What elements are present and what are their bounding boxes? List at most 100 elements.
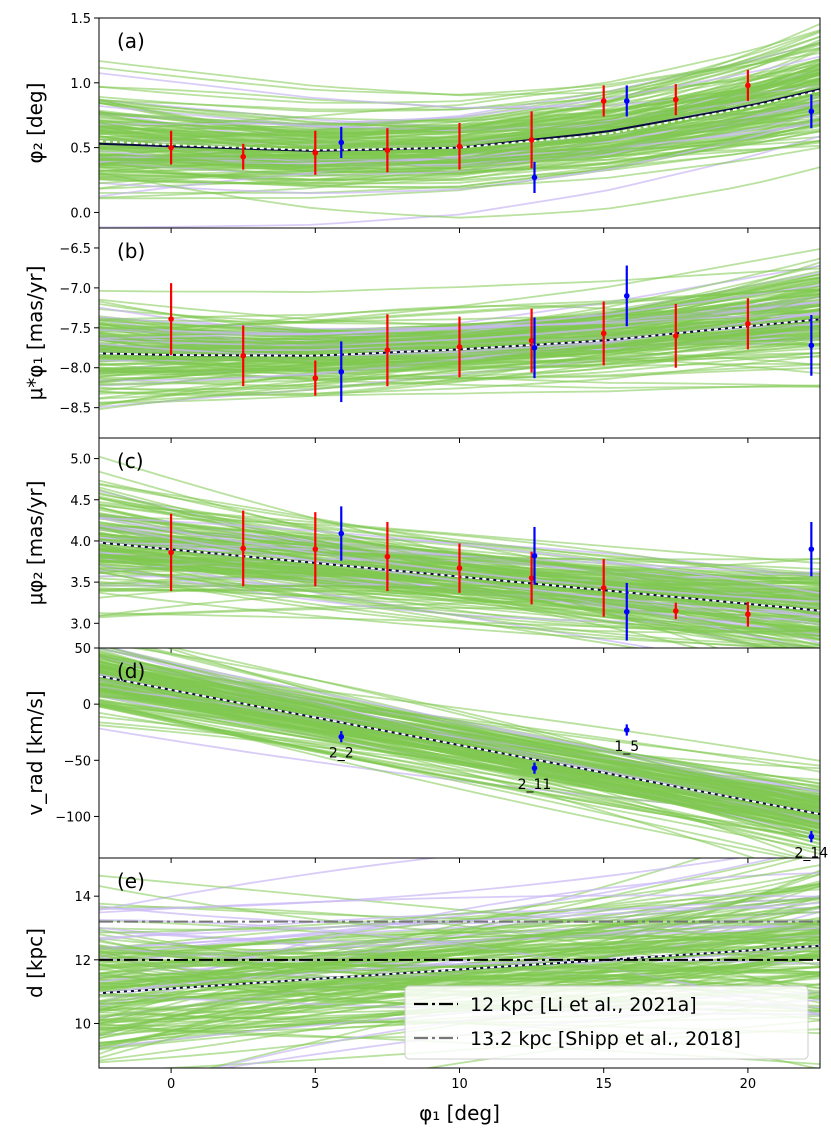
y-tick-label: 10 (74, 1017, 91, 1032)
ensemble-curve (99, 568, 820, 634)
ensemble-curve (99, 858, 442, 911)
ensemble-curve (99, 671, 820, 801)
ensemble-curve (99, 146, 820, 189)
ensemble-curve (99, 687, 820, 834)
y-tick-label: 3.0 (70, 617, 91, 632)
data-point-red (673, 608, 679, 614)
panel-b: −6.5 −7.0 −7.5 −8.0 −8.5 (b) μ*φ₁ [mas/yr] (23, 227, 821, 443)
y-axis-label: d [kpc] (23, 928, 47, 998)
data-point-red (384, 347, 391, 353)
data-point-blue (531, 552, 538, 559)
data-point-blue (531, 174, 538, 181)
ensemble-curve (99, 906, 820, 1004)
x-tick-label: 20 (740, 1077, 757, 1092)
data-point-red (456, 143, 463, 150)
ensemble-curve (99, 591, 820, 648)
y-tick-label: 4.0 (70, 535, 91, 550)
ensemble-curve (99, 166, 820, 219)
data-point-red (528, 137, 535, 143)
ensemble-curve (99, 665, 820, 767)
data-point-red (312, 375, 319, 381)
ensemble-curve (99, 135, 820, 228)
ensemble-curve (99, 858, 780, 949)
legend-box (404, 985, 809, 1060)
data-point-blue (531, 765, 538, 771)
point-annotation: 1_5 (614, 739, 639, 755)
data-point-red (168, 144, 174, 151)
data-point-red (600, 330, 607, 337)
data-point-blue (808, 108, 815, 115)
ensemble-curve (99, 669, 820, 821)
data-point-red (384, 553, 391, 560)
data-point-red (673, 96, 679, 103)
ensemble-curve (99, 894, 820, 914)
ensemble-curve (99, 922, 820, 958)
ensemble-curve (99, 928, 820, 974)
y-tick-label: 12 (74, 954, 91, 969)
y-tick-label: 3.5 (70, 576, 91, 591)
panel-c: 3.0 3.5 4.0 4.5 5.0 (c) μφ₂ [mas/yr] (23, 437, 821, 653)
data-point-blue (808, 546, 815, 552)
panel-a: 0.0 0.5 1.0 1.5 (a) φ₂ [deg] (23, 12, 821, 233)
data-point-blue (623, 98, 630, 104)
ensemble-curve (99, 858, 744, 910)
data-point-red (312, 150, 319, 156)
y-tick-label: −100 (55, 810, 91, 825)
data-point-red (168, 549, 174, 556)
x-axis-label: φ₁ [deg] (419, 1101, 500, 1125)
data-point-red (456, 565, 463, 571)
data-point-red (745, 611, 751, 618)
data-point-red (168, 316, 174, 322)
median-dashed-line (99, 675, 820, 816)
ensemble-curve (99, 267, 820, 293)
ensemble-curve (128, 648, 820, 815)
data-point-blue (623, 727, 630, 733)
ensemble-curve (99, 648, 820, 789)
data-point-blue (808, 342, 815, 349)
data-point-red (312, 546, 319, 552)
legend-entry: 13.2 kpc [Shipp et al., 2018] (470, 1028, 741, 1050)
data-point-red (600, 585, 607, 591)
data-point-red (745, 82, 751, 89)
y-axis-label: μφ₂ [mas/yr] (23, 481, 47, 606)
y-tick-label: 50 (74, 642, 91, 657)
ensemble-curve (99, 336, 820, 388)
y-axis-label: μ*φ₁ [mas/yr] (23, 266, 47, 401)
legend: 12 kpc [Li et al., 2021a] 13.2 kpc [Shipp… (404, 985, 809, 1060)
data-point-blue (623, 608, 630, 615)
ensemble-curve (99, 60, 820, 97)
x-tick-label: 5 (311, 1077, 319, 1092)
data-point-blue (808, 833, 815, 840)
data-point-blue (531, 344, 538, 351)
data-point-blue (623, 293, 630, 299)
ensemble-curve (99, 29, 820, 104)
ensemble-curve (99, 704, 820, 840)
ensemble-curve (99, 974, 820, 980)
data-point-red (673, 332, 679, 339)
data-point-red (528, 575, 535, 581)
ensemble-curve (99, 384, 820, 397)
panel-label: (b) (117, 239, 145, 263)
data-point-red (384, 147, 391, 154)
panel-label: (c) (117, 449, 144, 473)
data-point-red (240, 153, 246, 160)
x-tick-label: 10 (451, 1077, 468, 1092)
panel-e: 10 12 14 0 5 10 15 20 (e) d [kpc] 12 kpc [Li et al… (23, 857, 821, 1092)
ensemble-curve (99, 544, 820, 638)
data-point-blue (338, 368, 345, 375)
y-tick-label: 4.5 (70, 494, 91, 509)
ensemble-curve (99, 587, 820, 648)
ensemble-curve (99, 116, 820, 195)
median-dashed-line (99, 944, 820, 995)
median-dashed-line (99, 541, 820, 612)
y-tick-label: 0.0 (70, 206, 91, 221)
ensemble-curve (99, 935, 820, 975)
data-point-red (600, 98, 607, 104)
data-point-blue (338, 733, 345, 740)
ensemble-curve (106, 648, 820, 846)
y-tick-label: −50 (64, 754, 91, 769)
data-point-red (240, 352, 246, 359)
y-tick-label: −7.5 (59, 322, 91, 337)
ensemble-curve (99, 930, 820, 980)
